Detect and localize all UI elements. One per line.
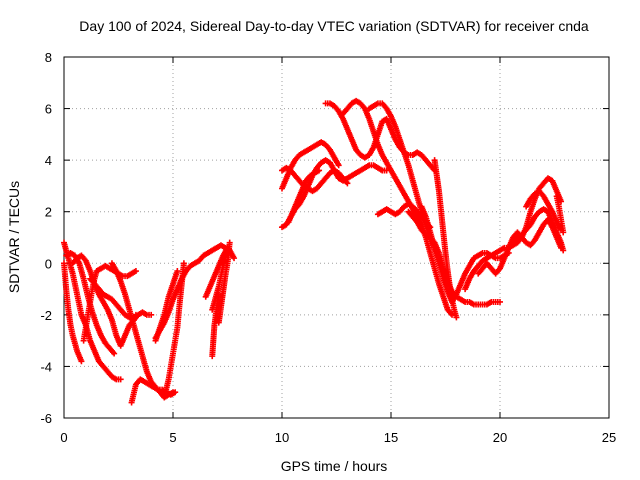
data-point	[344, 180, 351, 187]
data-point	[316, 167, 323, 174]
data-point	[132, 268, 139, 275]
series-track-8	[128, 376, 179, 406]
x-tick-label: 0	[60, 430, 67, 445]
data-point	[148, 311, 155, 318]
y-tick-label: 4	[45, 153, 52, 168]
series-track-15	[209, 291, 222, 360]
series-track-23	[374, 200, 434, 231]
data-point	[174, 268, 181, 275]
y-tick-label: 8	[45, 50, 52, 65]
y-axis-label: SDTVAR / TECUs	[6, 181, 22, 293]
y-tick-label: 6	[45, 102, 52, 117]
data-point	[453, 314, 460, 321]
y-tick-label: 2	[45, 205, 52, 220]
x-tick-label: 5	[169, 430, 176, 445]
data-point	[335, 162, 342, 169]
series-track-19	[285, 167, 323, 226]
data-point	[117, 376, 124, 383]
series-track-14	[215, 239, 233, 326]
series-track-2	[61, 260, 85, 365]
series-track-17	[279, 164, 351, 195]
plot-points	[61, 97, 567, 406]
data-point	[215, 291, 222, 298]
x-axis-label: GPS time / hours	[281, 458, 388, 474]
y-tick-label: 0	[45, 256, 52, 271]
x-tick-label: 10	[275, 430, 289, 445]
series-track-31	[553, 193, 567, 236]
series-track-10	[161, 260, 187, 401]
y-tick-label: -4	[40, 359, 52, 374]
data-point	[78, 358, 85, 365]
data-point	[558, 198, 565, 205]
data-point	[111, 350, 118, 357]
series-track-1	[61, 239, 124, 383]
y-tick-label: -2	[40, 308, 52, 323]
data-point	[497, 298, 503, 305]
series-track-27	[462, 175, 565, 293]
plot-frame	[63, 56, 610, 419]
data-point	[172, 389, 179, 396]
x-tick-label: 15	[384, 430, 398, 445]
x-tick-label: 20	[493, 430, 507, 445]
data-point	[560, 247, 567, 254]
data-point	[560, 229, 567, 236]
chart-title: Day 100 of 2024, Sidereal Day-to-day VTE…	[79, 18, 589, 34]
series-track-11	[152, 268, 181, 344]
series-track-18	[279, 139, 342, 192]
data-point	[180, 260, 187, 267]
y-tick-label: -6	[40, 411, 52, 426]
x-tick-label: 25	[602, 430, 616, 445]
data-point	[231, 255, 238, 262]
data-point	[226, 239, 233, 246]
